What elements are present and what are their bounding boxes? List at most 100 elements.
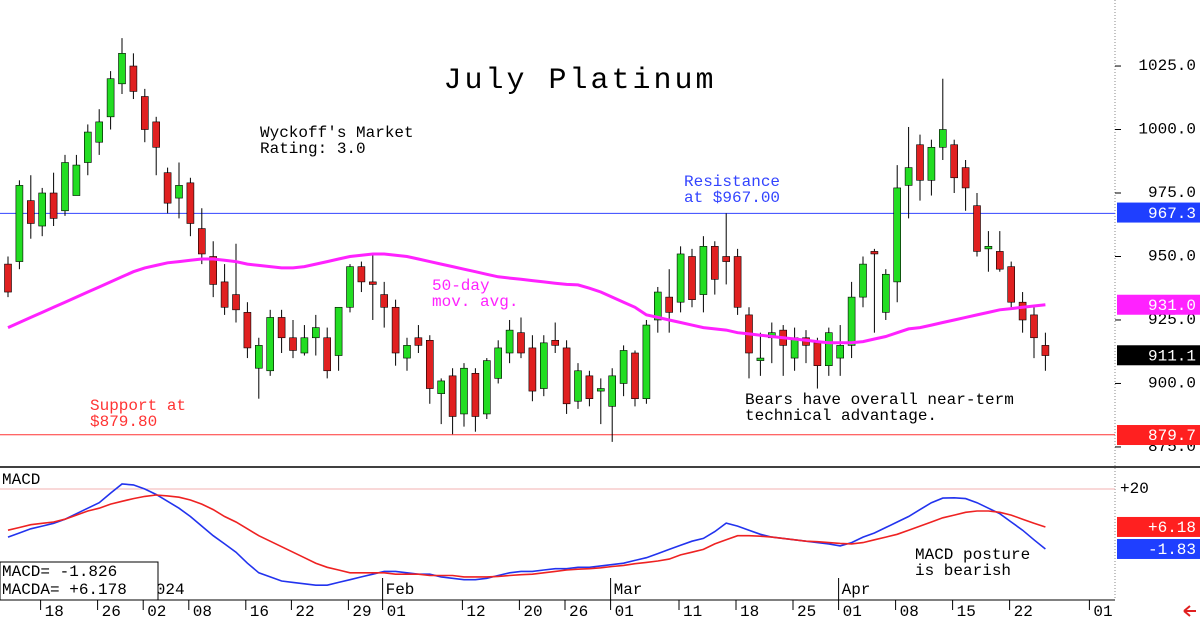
candle-body (710, 246, 719, 280)
candle-body (84, 131, 92, 163)
candle-body (175, 185, 183, 199)
candle-body (255, 345, 263, 369)
candle-body (539, 342, 548, 389)
x-tick-label: 08 (900, 603, 919, 621)
candle-body (859, 263, 867, 298)
macd-tag-label: +6.18 (1148, 519, 1196, 537)
candle-body (813, 342, 822, 366)
price-tag-label: 879.7 (1148, 427, 1196, 445)
candle-body (1030, 314, 1038, 339)
annotation: Wyckoff's Market (260, 124, 414, 142)
candle-body (232, 294, 240, 311)
scroll-arrow[interactable] (1183, 605, 1196, 617)
y-tick-label: 975.0 (1148, 184, 1196, 202)
candle-body (653, 291, 662, 321)
x-tick-label: 08 (193, 603, 212, 621)
price-tag (1117, 345, 1200, 366)
candle-body (517, 332, 525, 354)
x-tick-label: 01 (615, 603, 634, 621)
month-label: Mar (614, 581, 643, 599)
x-tick-label: 11 (683, 603, 702, 621)
level-label: at $967.00 (684, 189, 780, 207)
candle-body (870, 251, 879, 255)
x-tick-label: 20 (523, 603, 542, 621)
candle-body (266, 317, 275, 372)
candle-body (494, 347, 503, 379)
x-tick-label: 22 (295, 603, 314, 621)
candle-body (619, 350, 628, 384)
price-tag-label: 911.1 (1148, 347, 1196, 365)
candle-body (733, 256, 742, 308)
y-tick-label: 1000.0 (1138, 121, 1196, 139)
candle-body (756, 357, 765, 361)
x-tick-label: 18 (45, 603, 64, 621)
candle-body (471, 373, 480, 417)
candle-body (608, 375, 617, 407)
readout-box (0, 561, 159, 601)
candle-body (596, 388, 605, 392)
candle-body (984, 246, 993, 250)
x-tick-label: 26 (569, 603, 588, 621)
candle-body (300, 337, 309, 354)
candle-body (448, 375, 457, 417)
candle-body (927, 146, 936, 181)
macd-readout: MACD= -1.826 (2, 563, 117, 581)
annotation: technical advantage. (745, 407, 937, 425)
candle-body (243, 312, 252, 349)
candle-body (346, 266, 354, 308)
candle-body (357, 266, 366, 283)
candle-body (836, 345, 845, 359)
candle-body (505, 329, 514, 354)
x-tick-label: 18 (740, 603, 759, 621)
x-tick-label: 12 (466, 603, 485, 621)
candle-body (26, 200, 35, 224)
x-tick-label: 16 (250, 603, 269, 621)
candle-body (391, 306, 400, 354)
candle-body (61, 162, 69, 212)
x-tick-label: 26 (102, 603, 121, 621)
candle-body (562, 347, 571, 405)
candle-body (129, 65, 138, 92)
candle-body (209, 256, 217, 285)
candle-body (916, 144, 924, 181)
candle-body (403, 345, 411, 359)
candle-body (72, 164, 81, 196)
candle-body (368, 281, 377, 285)
candle-body (1018, 301, 1027, 321)
candle-body (676, 253, 685, 303)
candle-body (893, 187, 902, 283)
candle-body (688, 256, 696, 300)
candle-body (722, 256, 731, 262)
candle-body (49, 192, 58, 219)
candle-body (4, 263, 12, 293)
x-tick-label: 15 (957, 603, 976, 621)
candle-body (380, 294, 389, 308)
annotation: Bears have overall near-term (745, 391, 1014, 409)
price-tag (1117, 294, 1200, 315)
macd-tag (1117, 538, 1200, 559)
candle-body (220, 281, 229, 308)
macd-line (7, 494, 1046, 578)
candle-body (938, 129, 947, 148)
candle-body (38, 192, 47, 227)
candle-body (118, 53, 126, 85)
candle-body (106, 78, 115, 118)
x-tick-label: 01 (387, 603, 406, 621)
month-label: Apr (842, 581, 871, 599)
candle-body (186, 182, 195, 224)
candle-body (665, 296, 674, 313)
ma-label: 50-day (432, 277, 490, 295)
level-label: Support at (90, 397, 186, 415)
candle-body (198, 228, 206, 255)
macd-line (7, 483, 1046, 586)
candle-body (961, 167, 970, 189)
macd-tick-label: +20 (1120, 480, 1149, 498)
annotation: Rating: 3.0 (260, 140, 366, 158)
candle-body (790, 337, 799, 359)
price-tag-label: 967.3 (1148, 205, 1196, 223)
candle-body (585, 375, 594, 400)
candle-body (881, 273, 890, 313)
x-tick-label: 01 (1093, 603, 1112, 621)
chart-title: July Platinum (443, 64, 716, 98)
x-tick-label: 25 (797, 603, 816, 621)
